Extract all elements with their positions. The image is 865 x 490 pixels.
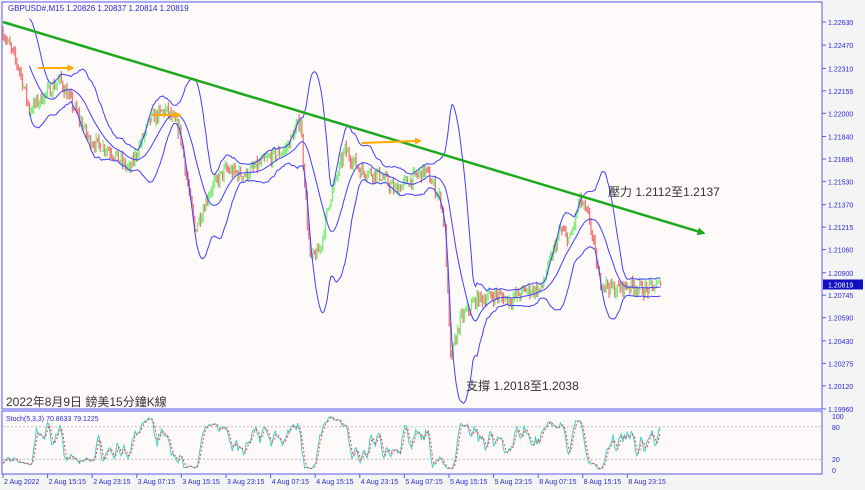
- stoch-tick-label: 100: [832, 414, 844, 421]
- bollinger-bands: [28, 18, 661, 404]
- y-tick-label: 1.21530: [828, 179, 853, 186]
- symbol-info: GBPUSD#,M15 1.20826 1.20837 1.20814 1.20…: [8, 4, 189, 13]
- y-tick-label: 1.21685: [828, 157, 853, 164]
- x-tick-label: 2 Aug 15:15: [49, 479, 86, 486]
- y-tick-label: 1.22000: [828, 111, 853, 118]
- trendline: [2, 20, 706, 236]
- x-tick-label: 8 Aug 15:15: [584, 479, 621, 486]
- upper-band: [29, 18, 661, 292]
- middle-band: [28, 65, 661, 322]
- y-tick-label: 1.21060: [828, 248, 853, 255]
- y-tick-label: 1.20275: [828, 361, 853, 368]
- x-tick-label: 4 Aug 15:15: [316, 479, 353, 486]
- resistance-label: 壓力 1.2112至1.2137: [608, 185, 720, 199]
- stochastic: [2, 416, 821, 470]
- x-tick-label: 8 Aug 23:15: [628, 479, 665, 486]
- y-tick-label: 1.21840: [828, 135, 853, 142]
- y-tick-label: 1.22310: [828, 66, 853, 73]
- x-tick-label: 2 Aug 23:15: [93, 479, 130, 486]
- current-price-label: 1.20819: [828, 282, 853, 289]
- y-tick-label: 1.20900: [828, 271, 853, 278]
- time-axis[interactable]: 2 Aug 2022 2 Aug 15:15 2 Aug 23:15 3 Aug 07…: [2, 474, 666, 486]
- x-tick-label: 3 Aug 23:15: [227, 479, 264, 486]
- x-tick-label: 5 Aug 07:15: [405, 479, 442, 486]
- y-tick-label: 1.20590: [828, 316, 853, 323]
- x-tick-label: 2 Aug 2022: [4, 479, 40, 486]
- support-label: 支撐 1.2018至1.2038: [466, 379, 579, 393]
- x-tick-label: 4 Aug 07:15: [272, 479, 309, 486]
- y-tick-label: 1.22155: [828, 89, 853, 96]
- level-arrow: [361, 137, 422, 145]
- x-tick-label: 3 Aug 15:15: [182, 479, 219, 486]
- current-price-marker: [823, 279, 863, 290]
- y-tick-label: 1.21370: [828, 203, 853, 210]
- y-tick-label: 1.20745: [828, 293, 853, 300]
- y-tick-label: 1.22630: [828, 20, 853, 27]
- x-tick-label: 3 Aug 07:15: [138, 479, 175, 486]
- stoch-k-line: [2, 416, 661, 470]
- y-tick-label: 1.21215: [828, 225, 853, 232]
- x-tick-label: 5 Aug 23:15: [495, 479, 532, 486]
- y-tick-label: 1.22470: [828, 43, 853, 50]
- overlays: [2, 20, 706, 236]
- x-tick-label: 4 Aug 23:15: [361, 479, 398, 486]
- stoch-tick-label: 20: [832, 457, 840, 464]
- stoch-tick-label: 0: [832, 468, 836, 475]
- price-axis[interactable]: 1.22630 1.22470 1.22310 1.22155 1.22000 1.218…: [822, 20, 863, 475]
- stoch-tick-label: 80: [832, 425, 840, 432]
- y-tick-label: 1.20430: [828, 339, 853, 346]
- main-pane: [1, 1, 823, 410]
- x-tick-label: 8 Aug 07:15: [539, 479, 576, 486]
- x-tick-label: 5 Aug 15:15: [450, 479, 487, 486]
- lower-band: [28, 100, 661, 404]
- chart-caption: 2022年8月9日 鎊美15分鐘K線: [6, 394, 167, 409]
- y-tick-label: 1.20120: [828, 384, 853, 391]
- y-tick-label: 1.19960: [828, 407, 853, 414]
- stoch-info: Stoch(5,3,3) 70.8633 79.1225: [6, 416, 99, 423]
